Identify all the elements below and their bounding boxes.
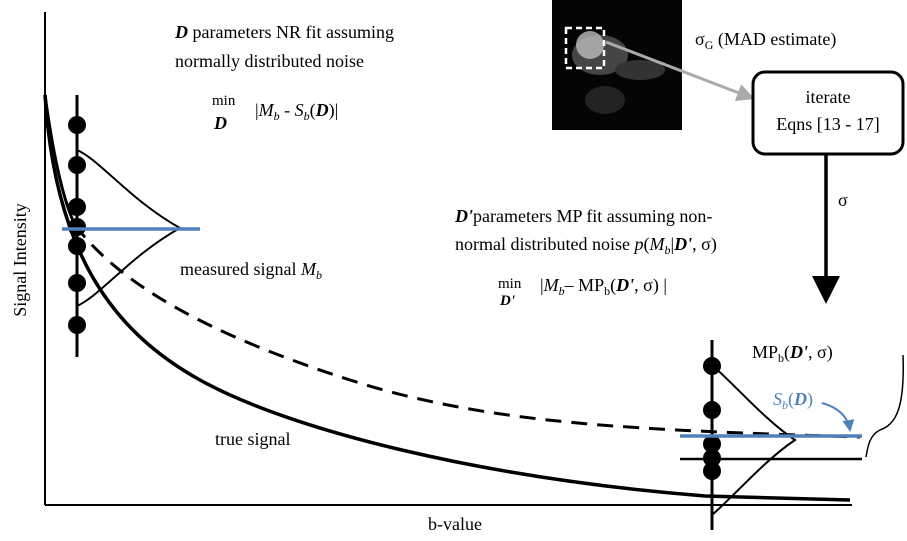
t: ( — [310, 100, 316, 121]
sub: b — [778, 351, 784, 365]
sub: b — [274, 109, 280, 123]
dot — [68, 198, 86, 216]
sub: b — [304, 109, 310, 123]
t: | — [540, 275, 544, 295]
t: - — [280, 100, 295, 120]
sub: G — [705, 38, 714, 52]
dot — [703, 435, 721, 453]
nr-title: D parameters NR fit assuming — [174, 22, 394, 42]
min-var: D' — [499, 293, 515, 309]
t: ) — [329, 100, 335, 121]
x-axis-label: b-value — [428, 514, 482, 534]
sub: b — [316, 268, 322, 282]
sub: b — [559, 284, 565, 298]
t: p — [632, 234, 643, 254]
axes — [44, 12, 852, 506]
t: normal distributed noise — [455, 234, 634, 254]
true-signal: true signal — [215, 429, 290, 449]
eqns: Eqns [13 - 17] — [776, 114, 879, 134]
true-signal-curve — [43, 94, 851, 502]
nr-formula: |Mb - Sb(D)| — [255, 100, 338, 123]
left-distribution — [62, 95, 200, 357]
dot — [68, 116, 86, 134]
t: ) — [807, 389, 813, 410]
fit-curve-top — [43, 94, 77, 226]
gray-arrow — [605, 40, 755, 102]
min: min — [212, 93, 236, 109]
t: measured signal — [180, 259, 301, 279]
sb-label: Sb(D) — [773, 389, 813, 412]
dot — [703, 401, 721, 419]
t: S — [295, 100, 304, 120]
dot — [68, 156, 86, 174]
t: ' — [803, 342, 808, 362]
t: (MAD estimate) — [713, 29, 836, 50]
t: D — [673, 234, 687, 254]
t: ( — [643, 234, 649, 255]
t: M — [648, 234, 665, 254]
right-distribution — [680, 340, 904, 530]
brace — [865, 354, 904, 458]
symbol: D — [174, 22, 188, 42]
dot — [68, 316, 86, 334]
blob — [615, 60, 665, 80]
min: min — [498, 276, 522, 292]
t: M — [300, 259, 317, 279]
t: MP — [752, 342, 778, 362]
min-var: D — [213, 113, 227, 133]
t: D — [315, 100, 329, 120]
t: D — [793, 389, 807, 409]
t: σ — [695, 29, 705, 49]
t: – MP — [564, 275, 605, 295]
t: ( — [784, 342, 790, 363]
gaussian — [711, 364, 797, 516]
sub: b — [782, 398, 788, 412]
blob — [585, 86, 625, 114]
t: | — [255, 100, 259, 120]
y-axis-label: Signal Intensity — [10, 203, 30, 317]
measured-signal: measured signal Mb — [180, 259, 322, 282]
t: D — [615, 275, 629, 295]
t: , σ) — [692, 234, 717, 255]
sub: b — [604, 284, 610, 298]
nr-subtitle: normally distributed noise — [175, 51, 364, 71]
mp-formula: |Mb– MPb(D', σ) | — [540, 275, 667, 298]
t: | — [335, 100, 339, 120]
iterate: iterate — [806, 87, 851, 107]
dot — [68, 274, 86, 292]
t: M — [543, 275, 560, 295]
iterate-box — [751, 70, 905, 156]
t: ( — [788, 389, 794, 410]
sigma-g: σG (MAD estimate) — [695, 29, 836, 52]
blue-arrow — [821, 402, 855, 432]
t: ( — [610, 275, 616, 296]
mp-label: MPb(D', σ) — [752, 342, 833, 365]
t: , σ) — [808, 342, 833, 363]
t: | — [670, 234, 674, 254]
dot — [68, 218, 86, 236]
text: parameters NR fit assuming — [188, 22, 394, 42]
mri-image — [552, 0, 682, 130]
t: M — [258, 100, 275, 120]
t: D — [454, 206, 468, 226]
t: , σ) | — [634, 275, 667, 296]
sigma: σ — [838, 190, 848, 210]
roi-box — [564, 26, 606, 70]
dot — [703, 462, 721, 480]
mp-title: D'parameters MP fit assuming non- — [454, 206, 712, 226]
t: D — [789, 342, 803, 362]
mp-subtitle: normal distributed noise p(Mb|D', σ) — [455, 234, 717, 257]
blob — [576, 31, 604, 59]
t: S — [773, 389, 782, 409]
t: parameters MP fit assuming non- — [473, 206, 712, 226]
dot — [703, 357, 721, 375]
dashed-fit-curve — [73, 224, 861, 439]
t: ' — [468, 206, 473, 226]
sub: b — [664, 243, 670, 257]
t: ' — [687, 234, 692, 254]
dot — [68, 237, 86, 255]
t: ' — [629, 275, 634, 295]
